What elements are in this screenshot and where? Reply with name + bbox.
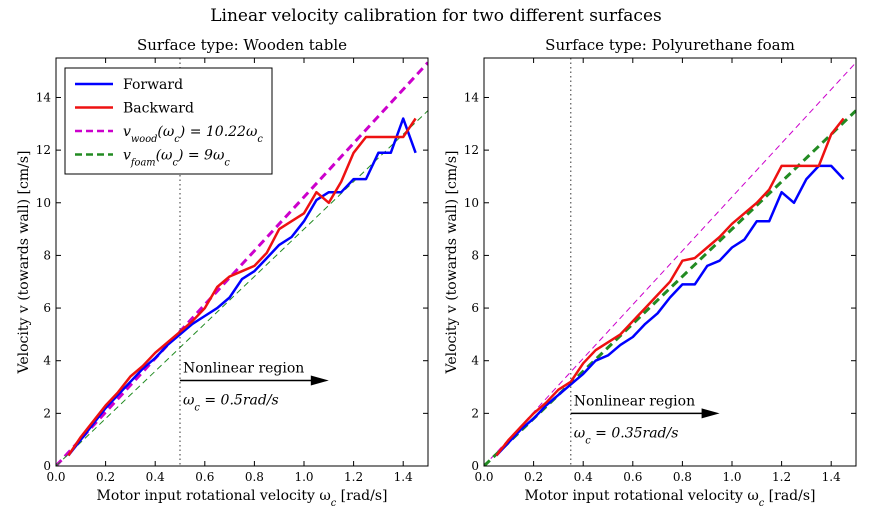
legend: Forward Backward vwood(ωc) = 10.22ωc vfoam(… bbox=[64, 67, 273, 175]
y-tick-label: 8 bbox=[471, 248, 479, 262]
plot-frame bbox=[483, 57, 857, 467]
series-v-foam-line bbox=[56, 110, 428, 466]
legend-entry: vfoam(ωc) = 9ωc bbox=[123, 148, 230, 169]
annotation-text: Nonlinear region bbox=[574, 393, 695, 409]
y-tick-label: 2 bbox=[43, 406, 51, 420]
x-tick-label: 0.2 bbox=[96, 470, 115, 484]
series-v-wood-line bbox=[56, 61, 428, 466]
x-tick-label: 1.0 bbox=[294, 470, 313, 484]
x-tick-label: 0.0 bbox=[474, 470, 493, 484]
y-tick-label: 14 bbox=[36, 90, 52, 104]
y-tick-label: 10 bbox=[464, 196, 479, 210]
x-tick-label: 1.4 bbox=[394, 470, 413, 484]
y-tick-label: 6 bbox=[471, 301, 479, 315]
panel-1: Surface type: Wooden table 0.0 0.2 0.4 0.6 0.… bbox=[16, 36, 429, 509]
panel-title: Surface type: Wooden table bbox=[137, 36, 347, 54]
y-tick-label: 4 bbox=[471, 354, 479, 368]
x-tick-label: 0.2 bbox=[524, 470, 543, 484]
annotation-arrow-head bbox=[310, 375, 329, 386]
legend-entry: vwood(ωc) = 10.22ωc bbox=[123, 124, 263, 145]
legend-entry: Backward bbox=[123, 101, 194, 117]
x-tick-label: 0.8 bbox=[245, 470, 264, 484]
x-tick-label: 1.2 bbox=[772, 470, 791, 484]
x-tick-label: 1.4 bbox=[822, 470, 841, 484]
y-tick-label: 4 bbox=[43, 354, 51, 368]
annotation-formula: ωc = 0.5rad/s bbox=[183, 392, 279, 413]
x-tick-label: 0.6 bbox=[195, 470, 214, 484]
x-tick-label: 0.0 bbox=[46, 470, 65, 484]
legend-entry: Forward bbox=[123, 77, 183, 93]
series-backward-line bbox=[495, 117, 845, 457]
y-tick-label: 0 bbox=[471, 459, 479, 473]
y-tick-label: 12 bbox=[464, 143, 479, 157]
y-axis-label: Velocity v (towards wall) [cm/s] bbox=[444, 151, 460, 375]
annotation-arrow-head bbox=[701, 408, 720, 419]
y-axis-label: Velocity v (towards wall) [cm/s] bbox=[16, 151, 32, 375]
x-tick-label: 1.0 bbox=[722, 470, 741, 484]
y-tick-label: 2 bbox=[471, 406, 479, 420]
y-tick-label: 6 bbox=[43, 301, 51, 315]
x-tick-label: 0.6 bbox=[623, 470, 642, 484]
y-tick-label: 0 bbox=[43, 459, 51, 473]
series-backward-line bbox=[67, 117, 417, 457]
x-tick-label: 0.4 bbox=[146, 470, 165, 484]
y-tick-label: 14 bbox=[464, 90, 480, 104]
y-tick-label: 10 bbox=[36, 196, 51, 210]
x-tick-label: 1.2 bbox=[344, 470, 363, 484]
x-tick-label: 0.4 bbox=[574, 470, 593, 484]
legend-box bbox=[64, 67, 273, 175]
y-tick-label: 8 bbox=[43, 248, 51, 262]
figure-title: Linear velocity calibration for two diff… bbox=[210, 6, 662, 26]
series-forward-line bbox=[495, 164, 845, 457]
series-forward-line bbox=[67, 117, 417, 457]
annotation-formula: ωc = 0.35rad/s bbox=[574, 425, 679, 446]
series-v-wood-line bbox=[484, 62, 856, 466]
plot-frame bbox=[55, 57, 429, 467]
annotation-text: Nonlinear region bbox=[183, 360, 304, 376]
panel-title: Surface type: Polyurethane foam bbox=[545, 36, 795, 54]
y-tick-label: 12 bbox=[36, 143, 51, 157]
x-axis-label: Motor input rotational velocity ωc [rad/… bbox=[96, 488, 387, 509]
panel-2: Surface type: Polyurethane foam 0.0 0.2 0.4… bbox=[444, 36, 857, 509]
x-tick-label: 0.8 bbox=[673, 470, 692, 484]
x-axis-label: Motor input rotational velocity ωc [rad/… bbox=[524, 488, 815, 509]
